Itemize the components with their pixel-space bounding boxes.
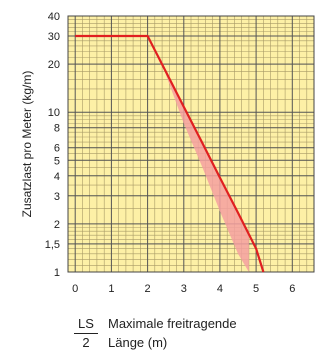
legend-row-ls: LS Maximale freitragende: [74, 315, 237, 334]
load-chart: 0123456 11,523456810203040 Zusatzlast pr…: [0, 0, 322, 300]
y-tick-label: 20: [48, 59, 60, 71]
legend-code: LS: [74, 315, 98, 334]
legend-row-length: 2 Länge (m): [74, 334, 237, 352]
x-tick-label: 6: [289, 283, 295, 295]
y-tick-label: 2: [54, 219, 60, 231]
y-axis-label: Zusatzlast pro Meter (kg/m): [20, 71, 34, 218]
y-tick-label: 8: [54, 123, 60, 135]
legend-text: Maximale freitragende: [108, 315, 237, 333]
y-tick-label: 40: [48, 11, 60, 23]
x-tick-label: 0: [72, 283, 78, 295]
y-tick-label: 30: [48, 31, 60, 43]
y-axis: 1 1,5 2 3 4 56 8 10 20 30 40: [45, 11, 60, 279]
x-tick-label: 3: [181, 283, 187, 295]
legend-text: Länge (m): [108, 334, 167, 352]
y-tick-label: 4: [54, 171, 60, 183]
y-tick-label: 6: [54, 143, 60, 155]
y-tick-label: 10: [48, 107, 60, 119]
legend: LS Maximale freitragende 2 Länge (m): [74, 315, 237, 352]
y-tick-label: 3: [54, 191, 60, 203]
x-tick-label: 1: [108, 283, 114, 295]
y-tick-label: 5: [54, 155, 60, 167]
x-axis: 0 1 2 3 4 5 6: [72, 283, 295, 295]
x-tick-label: 2: [145, 283, 151, 295]
y-tick-label: 1,5: [45, 239, 60, 251]
y-tick-label: 1: [54, 267, 60, 279]
legend-code: 2: [74, 334, 98, 352]
x-tick-label: 5: [253, 283, 259, 295]
x-tick-label: 4: [217, 283, 223, 295]
